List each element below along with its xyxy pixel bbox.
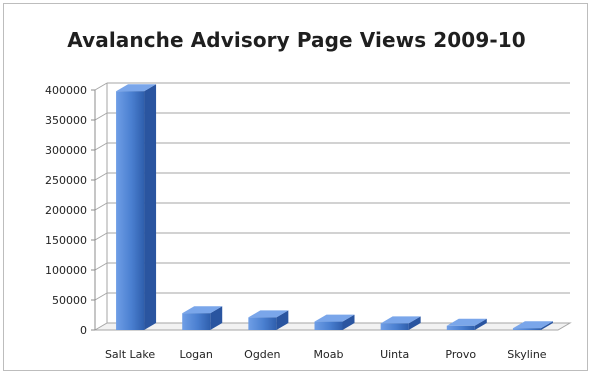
bar-side [276,310,289,330]
y-tick-label: 400000 [45,84,87,97]
bar-side [144,84,157,330]
bar-top [182,306,223,314]
bar [248,317,277,330]
bar [380,323,409,330]
bar-side [408,316,421,330]
x-tick-label: Skyline [507,348,547,361]
bar-top [380,316,421,324]
bar [512,328,541,330]
bar-top [248,310,289,318]
x-tick-label: Logan [180,348,213,361]
x-tick-label: Uinta [380,348,409,361]
gridline-diagonal [94,112,108,121]
y-tick-label: 100000 [45,264,87,277]
gridline-diagonal [94,172,108,181]
bar-top [314,314,355,322]
gridline-diagonal [94,202,108,211]
gridline-diagonal [94,82,108,91]
y-tick-label: 200000 [45,204,87,217]
gridline-diagonal [94,142,108,151]
chart-frame [3,3,588,371]
bar-side [540,321,553,330]
bar [182,313,211,330]
x-tick-label: Moab [314,348,344,361]
bar-side [474,318,487,330]
bar-top [446,318,487,326]
chart-title: Avalanche Advisory Page Views 2009-10 [67,28,526,52]
y-tick-label: 250000 [45,174,87,187]
gridline-diagonal [94,292,108,301]
y-tick-label: 50000 [52,294,87,307]
bar [116,91,145,330]
bar-top [512,321,553,329]
x-tick-label: Ogden [244,348,280,361]
bar-side [210,306,223,330]
y-tick-label: 150000 [45,234,87,247]
x-tick-label: Provo [445,348,476,361]
bar-side [342,314,355,330]
y-tick-label: 0 [80,324,87,337]
y-tick-label: 300000 [45,144,87,157]
x-tick-label: Salt Lake [105,348,155,361]
bar [314,321,343,330]
bar-top [116,84,157,92]
gridline-diagonal [94,232,108,241]
bar [446,325,475,330]
gridline-diagonal [94,262,108,271]
y-tick-label: 350000 [45,114,87,127]
